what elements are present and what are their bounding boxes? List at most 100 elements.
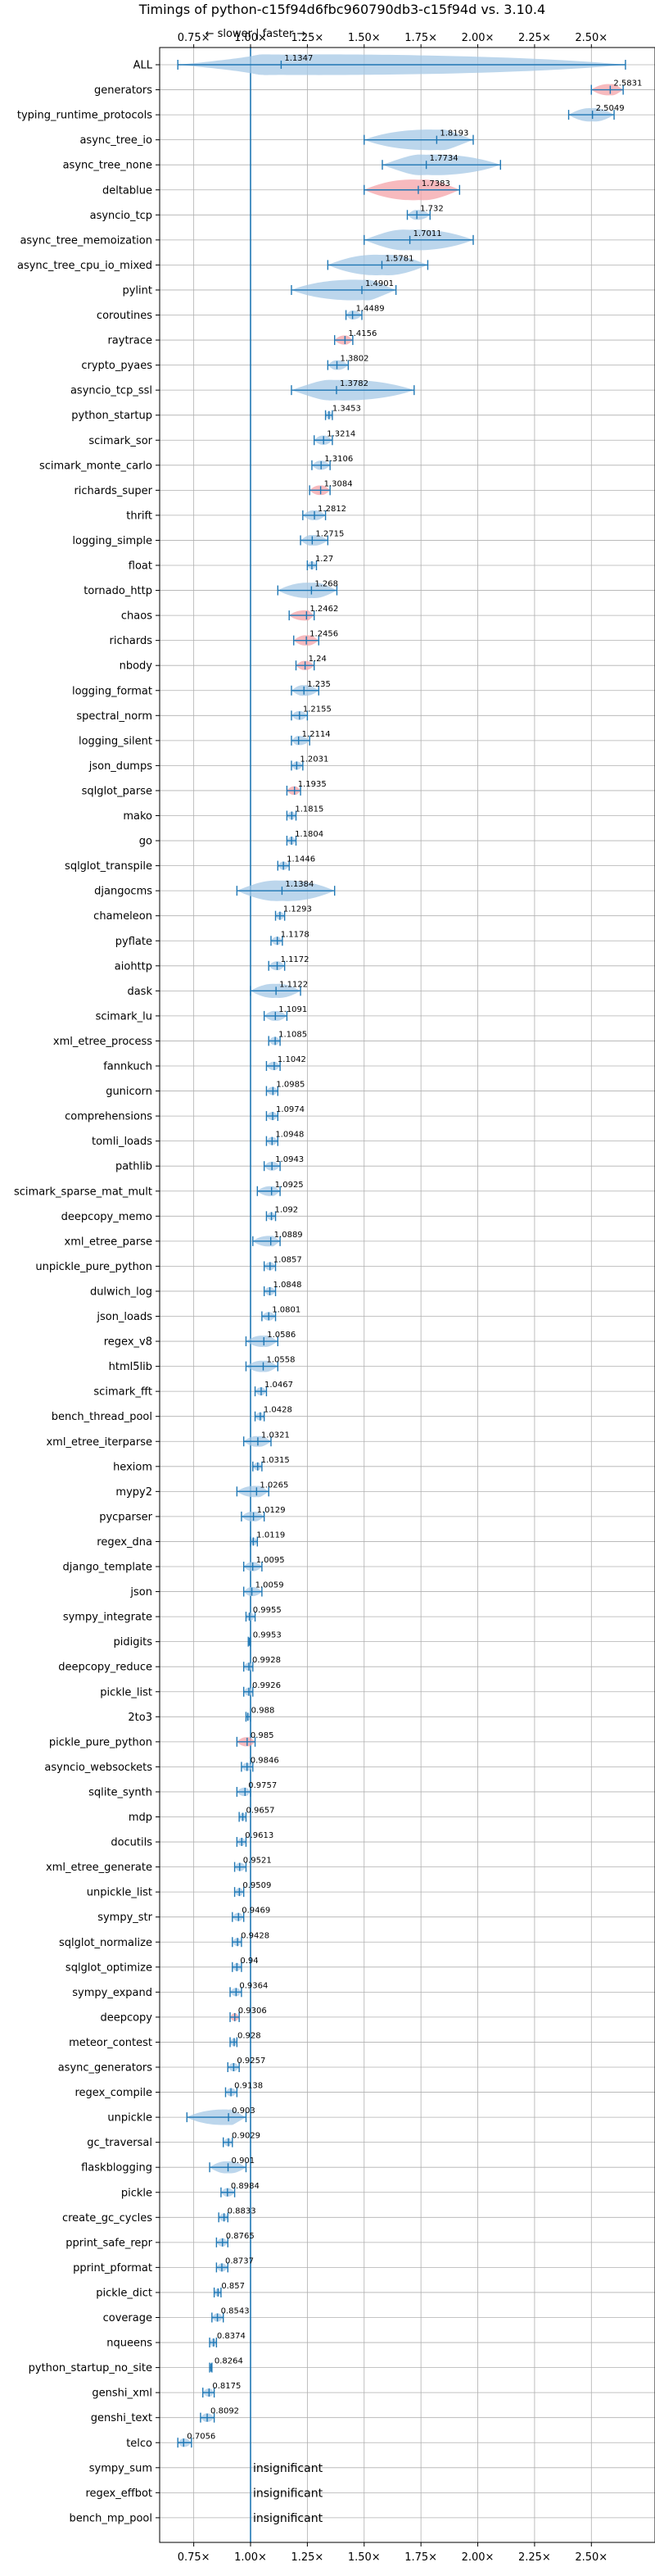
value-label: 2.5831 [613, 79, 642, 88]
insignificant-label: insignificant [253, 2487, 323, 2500]
benchmark-label: ALL [133, 60, 153, 72]
value-label: 1.092 [275, 1205, 299, 1214]
benchmark-label: logging_silent [79, 735, 152, 747]
x-tick-label-top: 1.00× [234, 32, 267, 44]
value-label: 1.8193 [440, 129, 468, 138]
value-label: 1.2456 [309, 630, 338, 639]
benchmark-label: 2to3 [128, 1712, 152, 1724]
marks-layer [177, 54, 626, 2448]
benchmark-label: docutils [111, 1837, 152, 1849]
benchmark-label: gunicorn [106, 1086, 152, 1098]
value-label: 1.2031 [300, 755, 328, 764]
benchmark-label: typing_runtime_protocols [17, 110, 152, 122]
value-label: 1.1804 [295, 830, 323, 839]
x-tick-label: 1.25× [291, 2551, 323, 2564]
x-tick-label-top: 2.25× [518, 32, 551, 44]
benchmark-label: pidigits [114, 1636, 153, 1649]
benchmark-label: async_tree_none [63, 160, 152, 172]
value-label: 1.2462 [309, 605, 338, 614]
value-label: 1.0059 [255, 1581, 284, 1590]
benchmark-label: crypto_pyaes [81, 360, 152, 372]
value-label: 0.9657 [246, 1807, 274, 1816]
value-label: 0.928 [237, 2031, 261, 2040]
benchmark-label: meteor_contest [69, 2037, 152, 2049]
value-label: 1.1122 [279, 980, 308, 989]
value-label: 0.9757 [248, 1781, 277, 1790]
value-label: 0.857 [221, 2282, 245, 2291]
benchmark-label: fannkuch [103, 1061, 152, 1073]
benchmark-label: asyncio_tcp_ssl [70, 385, 152, 397]
benchmark-label: richards_super [74, 485, 152, 497]
benchmark-label: html5lib [109, 1361, 152, 1373]
value-label: 1.0467 [264, 1381, 293, 1390]
insignificant-label: insignificant [253, 2512, 323, 2525]
value-label: 1.1815 [295, 805, 323, 814]
benchmark-label: async_tree_memoization [20, 234, 152, 247]
value-label: 1.1085 [278, 1030, 307, 1039]
x-tick-label-top: 2.00× [462, 32, 495, 44]
value-label: 1.0948 [275, 1131, 304, 1140]
benchmark-label: scimark_fft [93, 1386, 152, 1399]
value-label: 1.2155 [303, 705, 332, 714]
value-label: 0.9469 [242, 1907, 270, 1916]
value-label: 1.4901 [365, 279, 394, 288]
value-label: 1.235 [307, 680, 331, 689]
value-label: 0.8175 [212, 2382, 241, 2391]
value-label: 1.1935 [298, 780, 327, 789]
benchmark-label: scimark_sor [88, 435, 152, 447]
benchmark-label: mdp [129, 1812, 152, 1824]
benchmark-label: chameleon [93, 910, 152, 923]
benchmark-label: generators [94, 84, 152, 97]
benchmark-label: flaskblogging [81, 2162, 152, 2175]
value-label: 0.988 [251, 1706, 275, 1715]
value-label: 1.3782 [340, 379, 368, 388]
x-tick-label: 1.50× [348, 2551, 381, 2564]
benchmark-label: unpickle_list [87, 1887, 152, 1899]
benchmark-label: python_startup [71, 410, 152, 422]
value-label: 1.0315 [261, 1456, 290, 1465]
benchmark-label: nbody [120, 660, 153, 673]
benchmark-label: pathlib [115, 1161, 152, 1173]
benchmark-label: deepcopy_reduce [58, 1662, 152, 1674]
benchmark-label: regex_dna [97, 1536, 152, 1549]
x-tick-label-top: 1.25× [291, 32, 323, 44]
chart-title: Timings of python-c15f94d6fbc960790db3-c… [138, 2, 545, 17]
x-tick-label: 1.75× [404, 2551, 437, 2564]
value-label: 0.9138 [234, 2082, 263, 2091]
benchmark-label: json [129, 1586, 152, 1599]
value-label: 2.5049 [596, 104, 625, 113]
value-label: 1.0558 [266, 1356, 295, 1365]
benchmark-label: sympy_expand [72, 1987, 152, 1999]
benchmark-label: pyflate [115, 936, 152, 948]
benchmark-label: thrift [126, 510, 152, 522]
value-label: 1.7011 [413, 229, 442, 238]
benchmark-label: aiohttp [115, 960, 152, 973]
benchmark-label: chaos [121, 610, 152, 623]
value-label: 1.5781 [385, 254, 413, 263]
x-tick-label-top: 0.75× [178, 32, 210, 44]
value-label: 0.9926 [252, 1681, 281, 1690]
value-label: 1.2114 [302, 730, 331, 739]
value-label: 1.0428 [264, 1406, 292, 1415]
value-label: 1.0857 [273, 1255, 302, 1264]
value-label: 0.8264 [215, 2357, 243, 2366]
benchmark-label: sqlglot_parse [82, 785, 152, 797]
value-label: 0.903 [232, 2107, 255, 2116]
direction-note: ← slower | faster → [206, 28, 306, 40]
benchmark-label: create_gc_cycles [62, 2212, 152, 2225]
benchmark-label: python_startup_no_site [29, 2362, 152, 2374]
benchmark-label: bench_mp_pool [69, 2512, 152, 2524]
value-label: 0.9257 [237, 2057, 265, 2066]
benchmark-label: regex_effbot [85, 2488, 152, 2500]
benchmark-label: mako [123, 810, 152, 823]
benchmark-label: pylint [122, 284, 152, 297]
value-label: 0.9613 [245, 1831, 273, 1840]
value-label: 1.3453 [332, 405, 361, 414]
plot-frame [159, 47, 655, 2543]
value-label: 1.3084 [324, 479, 353, 488]
value-label: 0.9509 [242, 1881, 271, 1890]
value-label: 0.94 [240, 1957, 258, 1966]
benchmark-label: sqlglot_transpile [65, 860, 152, 873]
value-label: 1.0985 [276, 1081, 305, 1090]
